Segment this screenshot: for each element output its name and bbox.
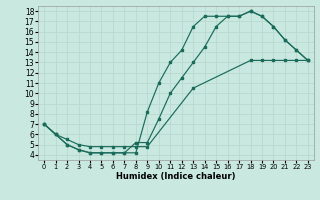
X-axis label: Humidex (Indice chaleur): Humidex (Indice chaleur) — [116, 172, 236, 181]
